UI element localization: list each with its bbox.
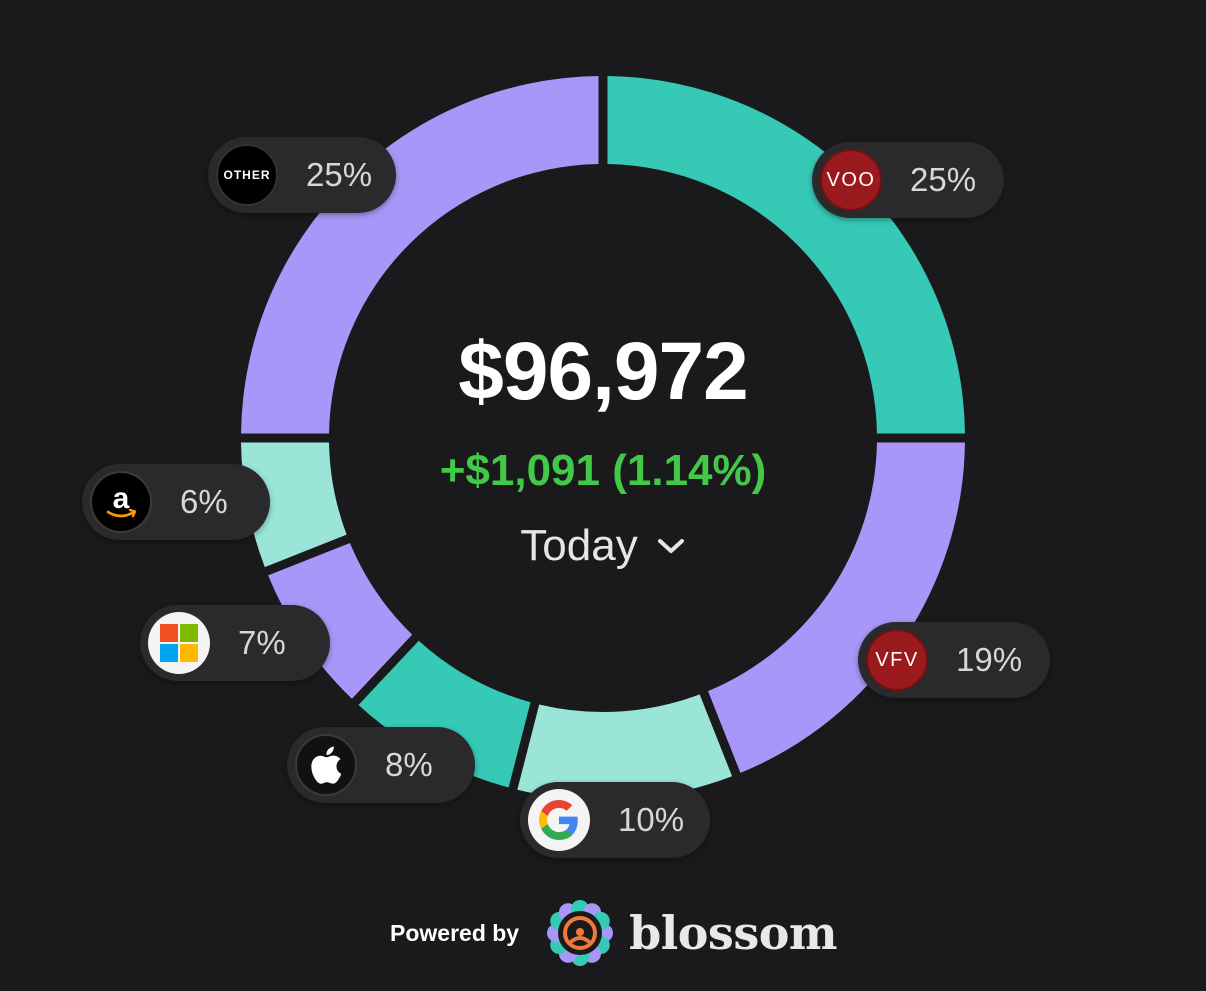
voo-logo: VOO: [820, 149, 882, 211]
period-label: Today: [520, 521, 638, 570]
holding-pill-apple[interactable]: 8%: [287, 727, 475, 803]
portfolio-total-value: $96,972: [458, 326, 748, 417]
powered-by-label: Powered by: [390, 919, 520, 946]
holding-pct-voo: 25%: [910, 161, 977, 198]
svg-text:a: a: [113, 482, 130, 515]
holding-pct-google: 10%: [618, 801, 685, 838]
apple-logo-icon: [295, 734, 357, 796]
donut-slice-voo[interactable]: [607, 76, 965, 434]
holding-pill-google[interactable]: 10%: [520, 782, 710, 858]
holding-pill-amazon[interactable]: a 6%: [82, 464, 270, 540]
holding-pill-other[interactable]: OTHER 25%: [208, 137, 396, 213]
donut-slice-amzn[interactable]: [241, 442, 347, 568]
holding-pct-other: 25%: [306, 156, 373, 193]
donut-slice-aapl[interactable]: [358, 640, 531, 788]
other-logo: OTHER: [216, 144, 278, 206]
microsoft-logo-icon: [148, 612, 210, 674]
portfolio-daily-change: +$1,091 (1.14%): [439, 446, 767, 495]
vfv-logo: VFV: [866, 629, 928, 691]
chevron-down-icon: [657, 539, 684, 553]
holding-pct-microsoft: 7%: [238, 624, 286, 661]
holding-pct-apple: 8%: [385, 746, 433, 783]
donut-slice-other[interactable]: [241, 76, 599, 434]
holding-pill-vfv[interactable]: VFV 19%: [858, 622, 1050, 698]
holding-pill-microsoft[interactable]: 7%: [140, 605, 330, 681]
holding-pct-vfv: 19%: [956, 641, 1023, 678]
donut-slice-googl[interactable]: [517, 694, 733, 801]
donut-slice-vfv[interactable]: [708, 442, 965, 773]
holding-pill-voo[interactable]: VOO 25%: [812, 142, 1004, 218]
brand-name[interactable]: blossom: [629, 906, 838, 960]
powered-by-footer: Powered by blossom: [390, 895, 838, 971]
blossom-flower-icon: [547, 900, 614, 966]
google-logo-icon: [528, 789, 590, 851]
donut-slice-msft[interactable]: [268, 543, 413, 699]
period-dropdown[interactable]: Today: [503, 518, 703, 574]
donut-center-hole: [330, 165, 876, 711]
amazon-logo-icon: a: [90, 471, 152, 533]
holding-pct-amazon: 6%: [180, 483, 228, 520]
